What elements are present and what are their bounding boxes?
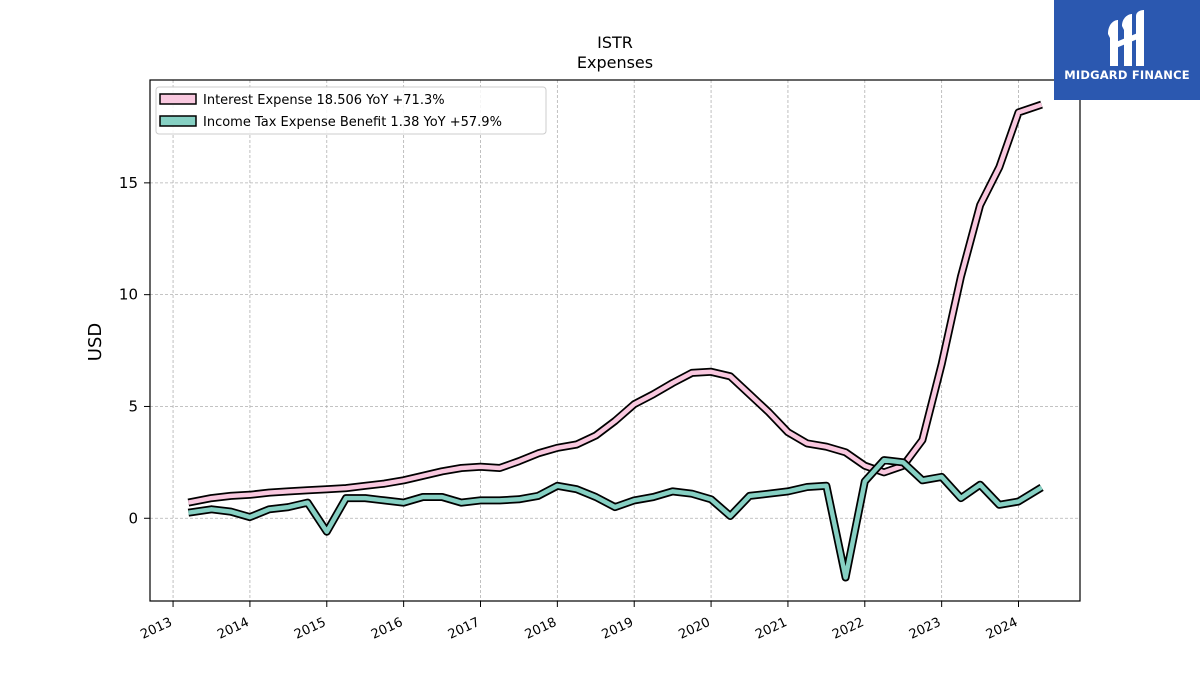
x-tick-label: 2021 — [753, 615, 789, 643]
y-axis: 0 5 10 15 — [119, 174, 150, 527]
chart-subtitle: Expenses — [577, 53, 653, 72]
brand-logo: MIDGARD FINANCE — [1054, 0, 1200, 100]
plot-frame — [149, 79, 1081, 602]
x-tick-label: 2015 — [292, 615, 328, 643]
series-line-interest-expense — [187, 102, 1043, 505]
y-axis-label: USD — [85, 323, 106, 361]
brand-name: MIDGARD FINANCE — [1064, 68, 1190, 82]
legend-label-interest-expense: Interest Expense 18.506 YoY +71.3% — [203, 93, 445, 108]
x-tick-label: 2014 — [215, 615, 251, 643]
x-tick-label: 2020 — [676, 615, 712, 643]
y-tick-label: 10 — [119, 286, 138, 304]
legend-label-income-tax: Income Tax Expense Benefit 1.38 YoY +57.… — [203, 115, 502, 130]
y-tick-label: 5 — [128, 397, 138, 415]
x-tick-label: 2024 — [984, 615, 1020, 643]
y-tick-label: 15 — [119, 174, 138, 192]
x-tick-label: 2018 — [523, 615, 559, 643]
logo-mark-icon — [1108, 10, 1144, 66]
legend-swatch-income-tax — [159, 115, 197, 127]
x-tick-label: 2016 — [369, 615, 405, 643]
legend-swatch-interest-expense — [159, 93, 197, 105]
x-tick-label: 2022 — [830, 615, 866, 643]
series-outline-interest-expense — [187, 100, 1043, 507]
y-tick-label: 0 — [128, 509, 138, 527]
x-axis: 2013 2014 2015 2016 2017 2018 2019 2020 2021 2022… — [138, 601, 1020, 643]
series-layer — [187, 100, 1044, 582]
chart-title: ISTR — [597, 33, 633, 52]
x-tick-label: 2013 — [138, 615, 174, 643]
series-line-income-tax-expense-benefit — [188, 457, 1043, 580]
x-tick-label: 2023 — [907, 615, 943, 643]
legend-box — [155, 86, 547, 135]
grid — [150, 80, 1080, 601]
legend: Interest Expense 18.506 YoY +71.3% Incom… — [155, 86, 547, 135]
x-tick-label: 2017 — [446, 615, 482, 643]
x-tick-label: 2019 — [600, 615, 636, 643]
